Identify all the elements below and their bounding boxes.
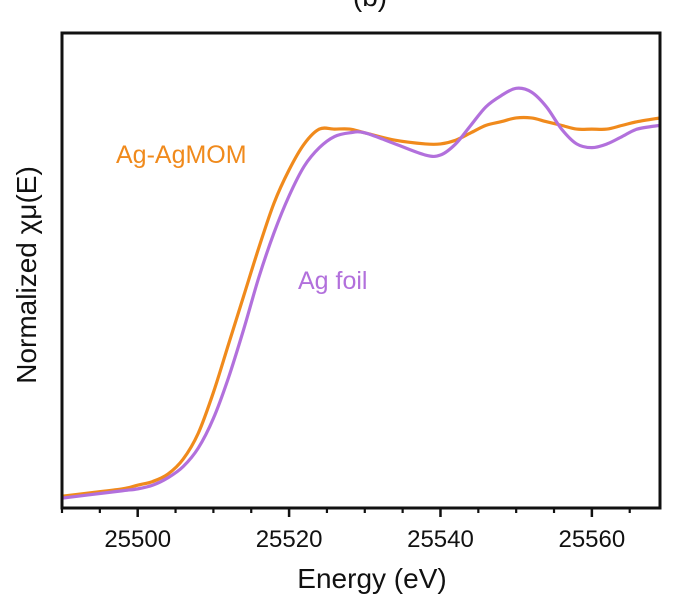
series-label-ag-foil: Ag foil	[298, 267, 367, 295]
series-group	[62, 86, 660, 500]
x-tick-label: 25540	[407, 526, 474, 553]
x-axis-ticks: 25500 25520 25540 25560	[60, 508, 631, 553]
panel-label: (b)	[353, 0, 387, 12]
y-axis-label: Normalized χμ(E)	[11, 166, 42, 384]
series-label-ag-agmom: Ag-AgMOM	[116, 141, 247, 169]
x-tick-label: 25500	[104, 526, 171, 553]
x-tick-label: 25560	[558, 526, 625, 553]
x-axis-label: Energy (eV)	[297, 563, 446, 594]
plot-frame	[60, 31, 662, 510]
x-tick-label: 25520	[256, 526, 323, 553]
series-ag-foil-line	[62, 86, 660, 500]
series-ag-agmom-line	[62, 115, 660, 498]
